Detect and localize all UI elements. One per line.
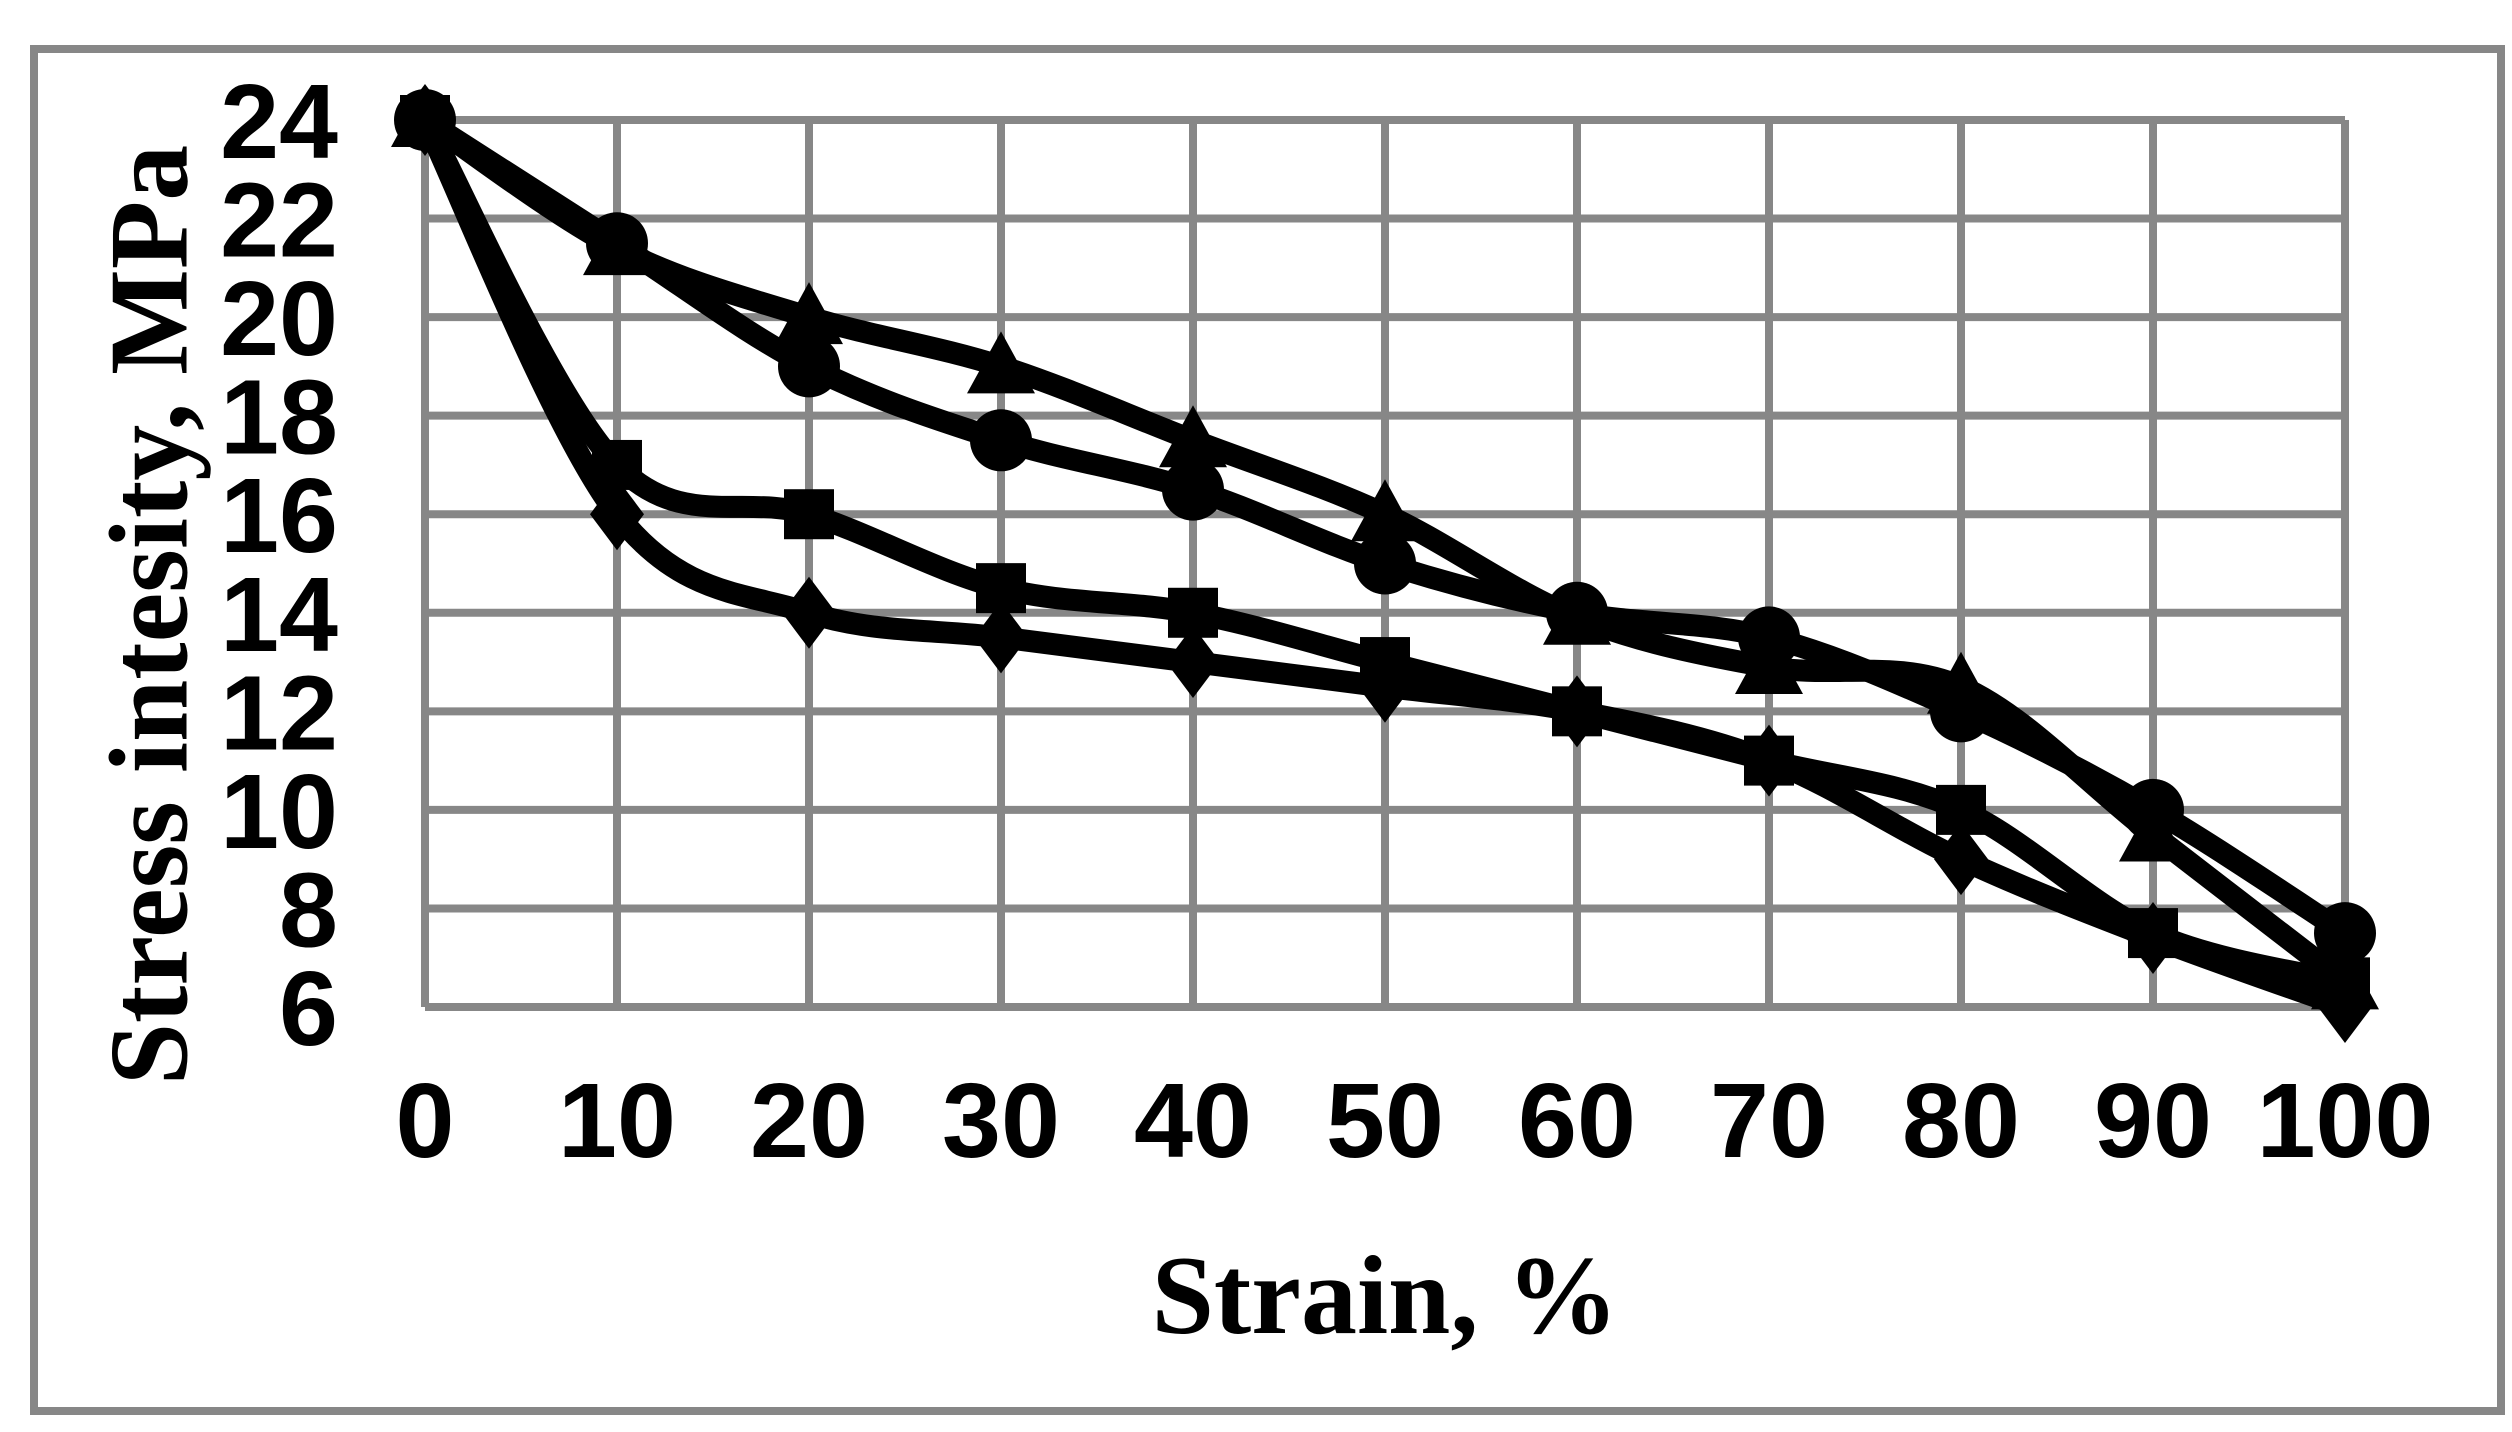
- y-axis-title: Stress intesity, MPa: [87, 144, 212, 1086]
- y-tick-label: 16: [220, 457, 338, 575]
- square-marker: [1936, 784, 1986, 835]
- circle-marker: [778, 335, 840, 398]
- diamond-marker: [782, 576, 836, 649]
- y-tick-label: 6: [279, 950, 338, 1068]
- square-marker: [976, 563, 1026, 614]
- y-tick-label: 8: [279, 851, 338, 969]
- x-tick-label: 70: [1710, 1062, 1828, 1180]
- square-marker: [1360, 637, 1410, 688]
- y-tick-label: 12: [220, 654, 338, 772]
- triangle-marker: [1351, 479, 1419, 542]
- circle-marker: [2122, 778, 2184, 841]
- circle-marker: [1930, 680, 1992, 743]
- triangle-marker: [1159, 405, 1227, 468]
- circle-marker: [1738, 606, 1800, 669]
- diamond-marker: [974, 601, 1028, 674]
- diamond-marker: [590, 478, 644, 551]
- x-tick-label: 50: [1326, 1062, 1444, 1180]
- x-tick-label: 80: [1902, 1062, 2020, 1180]
- square-marker: [784, 489, 834, 540]
- triangle-marker: [967, 331, 1035, 394]
- y-tick-label: 22: [220, 162, 338, 280]
- x-tick-label: 100: [2257, 1062, 2434, 1180]
- y-tick-label: 10: [220, 753, 338, 871]
- x-tick-label: 40: [1134, 1062, 1252, 1180]
- x-tick-label: 30: [942, 1062, 1060, 1180]
- circle-marker: [1162, 458, 1224, 521]
- triangle-marker: [2311, 947, 2379, 1010]
- y-tick-label: 20: [220, 260, 338, 378]
- y-tick-label: 14: [220, 556, 338, 674]
- x-tick-label: 20: [750, 1062, 868, 1180]
- diamond-marker: [1166, 626, 1220, 699]
- square-marker: [1552, 686, 1602, 737]
- y-tick-label: 24: [220, 63, 338, 181]
- x-tick-label: 10: [558, 1062, 676, 1180]
- square-marker: [592, 439, 642, 490]
- circle-marker: [586, 212, 648, 275]
- square-marker: [1744, 735, 1794, 786]
- triangle-marker: [775, 282, 843, 345]
- diamond-marker: [1934, 823, 1988, 896]
- circle-marker: [970, 409, 1032, 472]
- series-diamond-line: [414, 109, 2356, 1018]
- circle-marker: [1354, 532, 1416, 595]
- circle-marker: [2314, 902, 2376, 965]
- x-axis-title: Strain, %: [1151, 1234, 1619, 1358]
- x-tick-label: 60: [1518, 1062, 1636, 1180]
- circle-marker: [394, 89, 456, 151]
- square-marker: [2128, 908, 2178, 959]
- y-tick-label: 18: [220, 359, 338, 477]
- square-marker: [1168, 587, 1218, 638]
- x-tick-label: 0: [396, 1062, 455, 1180]
- x-tick-label: 90: [2094, 1062, 2212, 1180]
- circle-marker: [1546, 581, 1608, 644]
